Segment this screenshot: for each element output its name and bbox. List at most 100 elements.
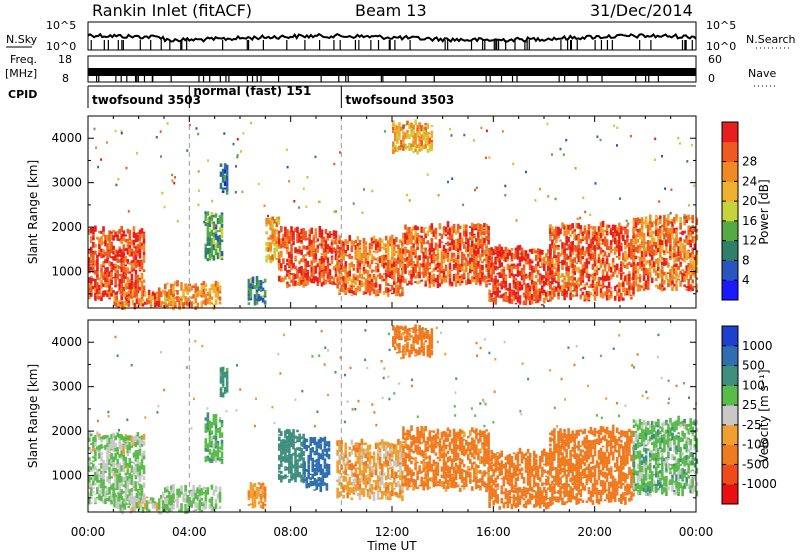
echo-cell: [410, 258, 413, 263]
echo-cell: [378, 290, 382, 294]
echo-cell: [496, 258, 500, 263]
echo-cell: [420, 327, 424, 333]
echo-cell: [412, 271, 415, 278]
echo-cell: [691, 288, 695, 291]
echo-cell: [399, 293, 402, 297]
echo-cell: [589, 248, 593, 253]
echo-cell: [324, 279, 328, 282]
echo-cell: [638, 228, 642, 233]
echo-cell: [399, 452, 402, 457]
echo-cell: [298, 232, 301, 238]
freq-spike: [260, 68, 262, 82]
echo-cell: [456, 281, 460, 284]
freq-spike: [405, 68, 407, 82]
echo-cell: [406, 233, 409, 236]
echo-cell: [428, 477, 432, 482]
echo-cell: [522, 270, 526, 275]
echo-cell: [414, 255, 417, 259]
echo-cell: [100, 292, 103, 297]
echo-cell: [693, 243, 697, 250]
echo-speck: [241, 190, 244, 194]
echo-cell: [559, 253, 562, 257]
echo-cell: [271, 259, 275, 262]
echo-cell: [294, 448, 297, 452]
echo-cell: [124, 466, 128, 469]
echo-cell: [368, 249, 372, 254]
echo-cell: [370, 484, 374, 491]
echo-cell: [278, 436, 281, 439]
echo-cell: [118, 246, 122, 249]
echo-cell: [426, 476, 430, 479]
echo-cell: [424, 462, 428, 464]
echo-cell: [214, 432, 218, 436]
echo-cell: [522, 250, 526, 257]
echo-cell: [428, 334, 432, 336]
echo-cell: [194, 292, 198, 298]
echo-cell: [104, 281, 107, 285]
echo-cell: [366, 451, 370, 458]
echo-cell: [538, 258, 542, 263]
echo-cell: [102, 265, 105, 268]
echo-cell: [112, 277, 115, 279]
echo-cell: [397, 257, 400, 260]
echo-cell: [663, 253, 666, 256]
echo-cell: [308, 239, 312, 246]
echo-cell: [354, 277, 358, 281]
echo-cell: [424, 340, 428, 343]
echo-cell: [675, 227, 678, 230]
echo-cell: [356, 267, 360, 273]
echo-cell: [418, 484, 421, 487]
echo-cell: [106, 461, 109, 466]
echo-cell: [104, 290, 107, 296]
echo-cell: [265, 224, 268, 227]
echo-speck: [504, 194, 507, 197]
echo-cell: [133, 302, 137, 310]
echo-cell: [569, 245, 572, 251]
echo-cell: [344, 266, 348, 269]
echo-cell: [397, 244, 400, 249]
echo-cell: [294, 255, 297, 260]
echo-cell: [384, 485, 388, 487]
echo-cell: [218, 230, 222, 233]
echo-cell: [615, 227, 619, 231]
echo-cell: [200, 283, 204, 286]
echo-cell: [120, 279, 124, 284]
echo-cell: [312, 259, 316, 264]
echo-cell: [442, 245, 446, 252]
echo-cell: [360, 470, 364, 474]
echo-speck: [426, 173, 429, 176]
echo-cell: [416, 339, 419, 345]
echo-cell: [269, 220, 273, 227]
echo-cell: [296, 226, 299, 234]
echo-cell: [362, 266, 366, 272]
echo-cell: [362, 442, 366, 446]
echo-cell: [685, 235, 689, 239]
echo-cell: [346, 492, 350, 499]
echo-cell: [313, 481, 317, 486]
echo-cell: [119, 504, 123, 511]
echo-cell: [114, 273, 117, 279]
echo-cell: [356, 474, 360, 481]
echo-cell: [384, 487, 388, 492]
echo-cell: [314, 268, 318, 274]
echo-cell: [153, 292, 157, 300]
echo-cell: [465, 257, 468, 261]
echo-cell: [620, 272, 623, 278]
echo-cell: [412, 346, 415, 352]
echo-cell: [100, 286, 103, 289]
echo-cell: [659, 249, 662, 255]
echo-cell: [667, 233, 670, 237]
echo-cell: [206, 236, 210, 242]
echo-cell: [284, 231, 287, 237]
echo-cell: [687, 249, 691, 252]
echo-cell: [344, 277, 348, 284]
echo-cell: [316, 244, 320, 249]
echo-cell: [370, 282, 374, 287]
echo-cell: [220, 227, 224, 232]
echo-cell: [490, 273, 493, 278]
echo-cell: [401, 261, 404, 264]
echo-cell: [278, 448, 281, 451]
nsky-spike: [90, 40, 92, 50]
echo-cell: [336, 479, 339, 482]
echo-cell: [398, 145, 401, 151]
